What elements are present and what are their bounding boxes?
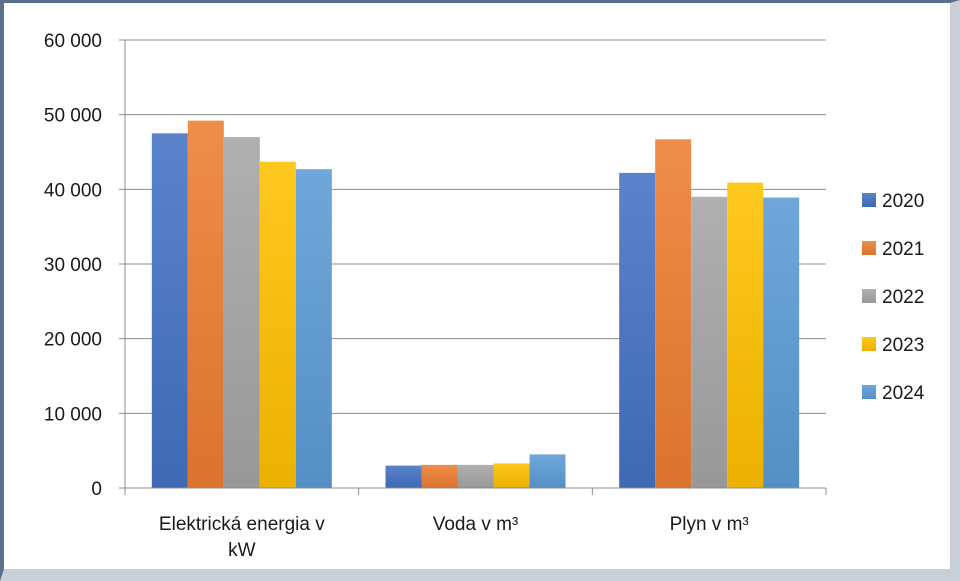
bar-2021 xyxy=(187,120,224,488)
y-tick-label: 40 000 xyxy=(44,180,102,201)
bar-2020 xyxy=(619,172,656,488)
legend-swatch-2022 xyxy=(862,289,876,303)
legend: 2020 2021 2022 2023 2024 xyxy=(862,191,925,404)
bar-2022 xyxy=(457,464,494,488)
bar-2021 xyxy=(421,464,458,488)
bar-2023 xyxy=(493,463,530,488)
legend-swatch-2020 xyxy=(862,193,876,207)
legend-swatch-2023 xyxy=(862,337,876,351)
bar-2024 xyxy=(295,169,332,488)
bar-2024 xyxy=(529,454,566,488)
bar-2020 xyxy=(151,133,188,489)
legend-label: 2022 xyxy=(882,287,924,308)
y-axis: 0 10 000 20 000 30 000 40 000 50 000 60 000 xyxy=(44,31,126,500)
y-tick-label: 0 xyxy=(91,479,102,500)
legend-label: 2021 xyxy=(882,239,924,260)
bar-2024 xyxy=(763,197,800,488)
legend-label: 2023 xyxy=(882,335,924,356)
legend-label: 2020 xyxy=(882,191,924,212)
bars xyxy=(151,120,800,489)
category-label: kW xyxy=(228,540,256,561)
y-tick-label: 60 000 xyxy=(44,31,102,52)
bar-2020 xyxy=(385,465,422,488)
y-tick-label: 30 000 xyxy=(44,255,102,276)
y-tick-label: 50 000 xyxy=(44,106,102,127)
legend-swatch-2024 xyxy=(862,385,876,399)
bar-2023 xyxy=(259,161,296,488)
y-tick-label: 10 000 xyxy=(44,404,102,425)
category-label: Plyn v m³ xyxy=(670,514,749,535)
x-axis: Elektrická energia v kW Voda v m³ Plyn v m³ xyxy=(124,487,827,561)
y-tick-label: 20 000 xyxy=(44,330,102,351)
bar-2023 xyxy=(727,182,764,488)
bar-2021 xyxy=(655,139,692,488)
legend-swatch-2021 xyxy=(862,241,876,255)
legend-label: 2024 xyxy=(882,383,925,404)
category-label: Voda v m³ xyxy=(433,514,519,535)
bar-2022 xyxy=(223,137,260,489)
bar-2022 xyxy=(691,196,728,489)
category-label: Elektrická energia v xyxy=(159,514,325,535)
